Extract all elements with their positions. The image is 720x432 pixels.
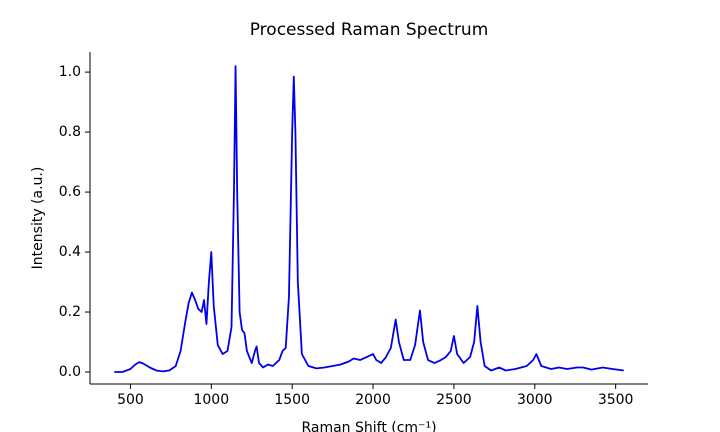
x-tick-label: 3000: [517, 392, 553, 408]
x-tick-label: 3500: [598, 392, 634, 408]
y-tick-label: 0.2: [59, 304, 81, 320]
y-tick-label: 1.0: [59, 64, 81, 80]
y-tick-label: 0.4: [59, 244, 81, 260]
x-axis-label: Raman Shift (cm⁻¹): [301, 420, 436, 432]
x-tick-label: 2000: [355, 392, 391, 408]
x-tick-label: 500: [117, 392, 144, 408]
y-tick-label: 0.6: [59, 184, 81, 200]
chart-title: Processed Raman Spectrum: [250, 20, 489, 40]
spectrum-line: [114, 65, 624, 373]
x-tick-label: 2500: [436, 392, 472, 408]
y-axis-label: Intensity (a.u.): [30, 167, 46, 270]
x-tick-label: 1500: [274, 392, 310, 408]
x-tick-label: 1000: [193, 392, 229, 408]
y-tick-label: 0.8: [59, 124, 81, 140]
y-tick-label: 0.0: [59, 364, 81, 380]
